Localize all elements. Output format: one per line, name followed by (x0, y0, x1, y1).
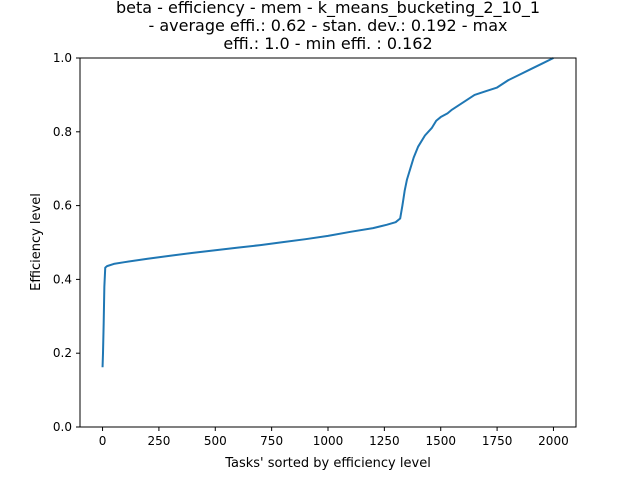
x-tick-label: 2000 (538, 434, 569, 448)
series-line-0 (101, 57, 554, 368)
y-tick-label: 0.6 (53, 199, 72, 213)
x-tick-label: 1000 (313, 434, 344, 448)
plot-frame (79, 57, 577, 428)
chart-title-line-2: - average effi.: 0.62 - stan. dev.: 0.19… (148, 16, 507, 35)
chart-title-line-1: beta - efficiency - mem - k_means_bucket… (116, 0, 540, 18)
x-tick-label: 0 (99, 434, 107, 448)
x-tick-label: 750 (260, 434, 283, 448)
y-tick-label: 0.2 (53, 346, 72, 360)
chart-title-line-3: effi.: 1.0 - min effi. : 0.162 (223, 34, 432, 53)
y-tick-label: 0.4 (53, 272, 72, 286)
x-axis-label: Tasks' sorted by efficiency level (224, 456, 431, 471)
y-tick-label: 0.8 (53, 125, 72, 139)
y-axis-label: Efficiency level (29, 193, 44, 291)
plot-area: 0 250 500 750 1000 1250 1500 1750 2000 0.0 0.2 0.4 0… (53, 51, 577, 448)
x-tick-label: 500 (204, 434, 227, 448)
x-tick-label: 1500 (425, 434, 456, 448)
x-tick-label: 250 (147, 434, 170, 448)
x-tick-label: 1750 (482, 434, 513, 448)
y-tick-label: 1.0 (53, 51, 72, 65)
y-tick-label: 0.0 (53, 420, 72, 434)
x-tick-label: 1250 (369, 434, 400, 448)
